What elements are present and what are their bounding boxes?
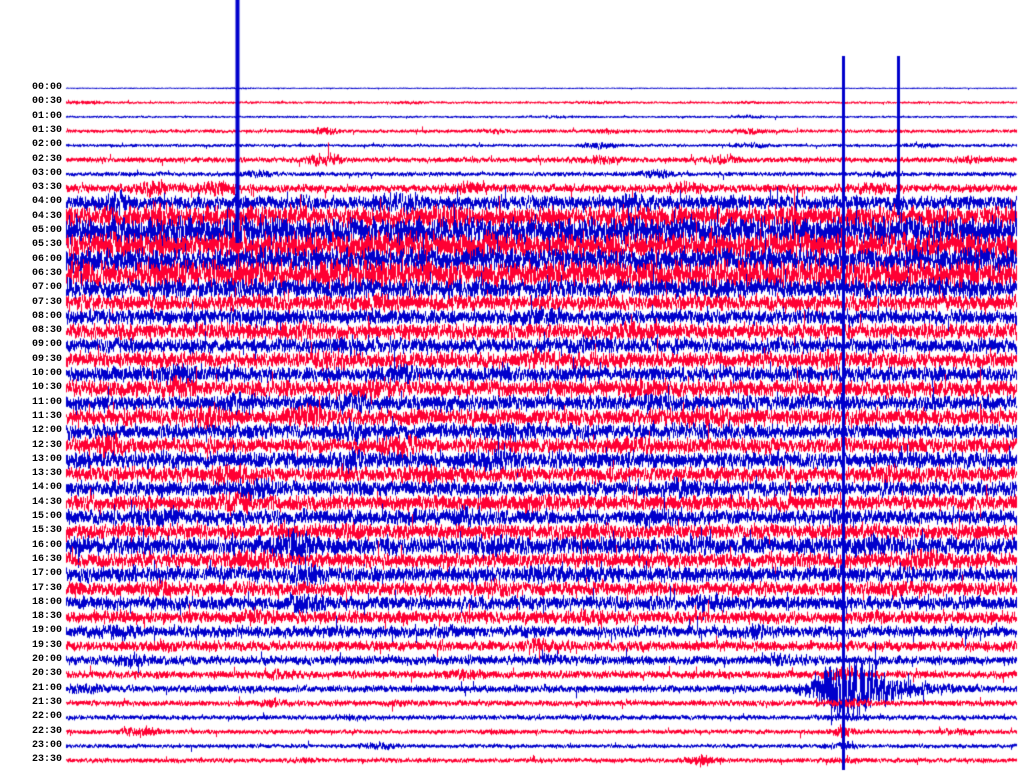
time-label: 20:00 xyxy=(31,654,62,665)
time-label: 01:30 xyxy=(31,124,62,136)
time-axis: 00:00 00:30 01:00 01:30 02:00 02:30 03:00 03:30… xyxy=(0,0,63,780)
time-label: 02:00 xyxy=(31,139,62,151)
time-label: 12:00 xyxy=(31,425,62,437)
time-label: 15:00 xyxy=(31,511,62,522)
time-label: 04:30 xyxy=(31,210,62,222)
time-label: 05:30 xyxy=(31,239,62,251)
time-label: 22:30 xyxy=(31,725,62,737)
time-label: 00:30 xyxy=(31,96,62,108)
time-label: 09:00 xyxy=(31,339,62,351)
time-label: 07:30 xyxy=(31,296,62,308)
time-label: 16:30 xyxy=(31,553,62,565)
time-label: 11:30 xyxy=(31,410,62,422)
time-label: 14:00 xyxy=(31,482,62,494)
time-label: 08:00 xyxy=(31,310,62,322)
time-label: 12:30 xyxy=(31,439,62,451)
time-label: 08:30 xyxy=(31,325,62,337)
time-label: 07:00 xyxy=(31,282,62,294)
time-label: 19:00 xyxy=(31,625,62,637)
time-label: 16:00 xyxy=(31,539,62,551)
time-label: 18:30 xyxy=(31,611,62,623)
time-label: 04:00 xyxy=(31,196,62,208)
time-label: 14:30 xyxy=(31,496,62,508)
time-label: 18:00 xyxy=(31,596,62,608)
time-label: 10:30 xyxy=(31,382,62,394)
time-label: 15:30 xyxy=(31,525,62,537)
time-label: 05:00 xyxy=(31,225,62,236)
time-label: 06:00 xyxy=(31,253,62,265)
time-label: 23:30 xyxy=(31,754,62,766)
time-label: 19:30 xyxy=(31,639,62,651)
time-label: 06:30 xyxy=(31,267,62,279)
time-label: 20:30 xyxy=(31,668,62,680)
time-label: 01:00 xyxy=(31,110,62,122)
time-label: 11:00 xyxy=(31,396,62,408)
time-label: 22:00 xyxy=(31,711,62,723)
time-label: 13:00 xyxy=(31,453,62,465)
time-label: 13:30 xyxy=(31,468,62,480)
time-label: 21:00 xyxy=(31,682,62,694)
time-label: 10:00 xyxy=(31,368,62,379)
time-label: 09:30 xyxy=(31,353,62,365)
time-label: 00:00 xyxy=(31,82,62,93)
time-label: 03:00 xyxy=(31,167,62,179)
time-label: 21:30 xyxy=(31,696,62,708)
time-label: 03:30 xyxy=(31,182,62,194)
time-label: 17:00 xyxy=(31,568,62,580)
time-label: 17:30 xyxy=(31,582,62,594)
time-label: 23:00 xyxy=(31,739,62,751)
time-label: 02:30 xyxy=(31,153,62,165)
